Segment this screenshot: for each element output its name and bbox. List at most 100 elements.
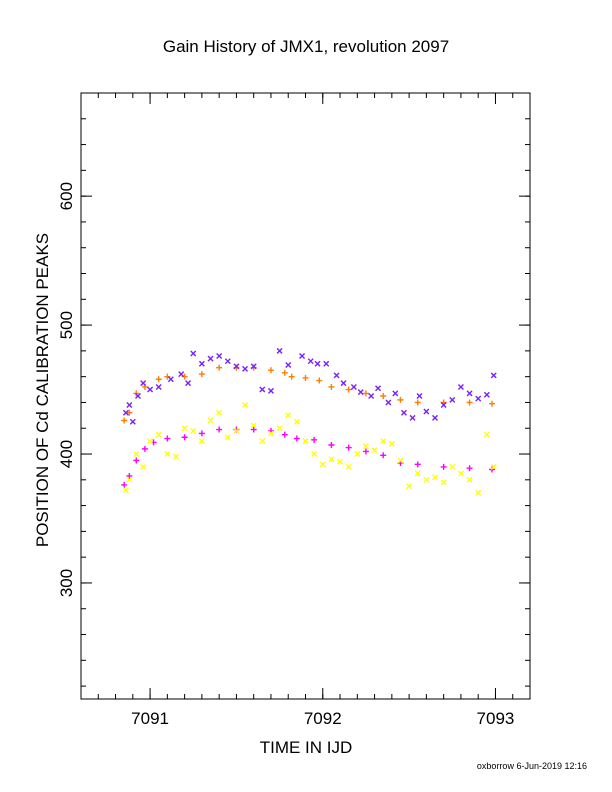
data-point: [134, 393, 141, 399]
data-point: [288, 373, 295, 380]
data-point: [250, 363, 257, 370]
data-point: [285, 362, 292, 369]
data-point: [155, 431, 162, 438]
data-point: [414, 470, 421, 477]
data-point: [155, 383, 162, 390]
y-tick-label: 400: [57, 440, 76, 468]
data-point: [224, 358, 231, 365]
data-point: [181, 434, 188, 441]
data-point: [259, 386, 266, 393]
data-point: [385, 399, 392, 406]
data-point: [345, 444, 352, 451]
data-point: [207, 355, 214, 362]
data-point: [392, 390, 399, 397]
data-point: [416, 393, 423, 399]
tick-labels: 7091 7092 7093 300 400 500 600: [57, 182, 514, 728]
data-point: [397, 396, 404, 403]
data-point: [129, 418, 136, 425]
data-point: [133, 451, 140, 458]
data-point: [414, 399, 421, 406]
data-point: [311, 436, 318, 443]
data-point: [122, 487, 129, 494]
data-point: [397, 457, 404, 464]
data-point: [357, 389, 364, 396]
plot-frame: [80, 92, 531, 700]
data-point: [316, 377, 323, 384]
data-point: [449, 396, 456, 403]
data-point: [164, 435, 171, 442]
data-point: [368, 393, 375, 399]
data-point: [328, 456, 335, 463]
data-point: [354, 451, 361, 458]
data-point: [319, 461, 326, 468]
data-point: [121, 417, 128, 424]
data-point: [375, 385, 382, 392]
data-point: [126, 476, 133, 483]
data-point: [140, 463, 147, 470]
data-point: [207, 417, 214, 424]
data-point: [440, 402, 447, 409]
data-point: [181, 373, 188, 380]
data-point: [147, 386, 154, 393]
data-point: [489, 400, 496, 407]
series-1: [121, 426, 496, 488]
data-point: [126, 409, 133, 416]
series-0: [121, 364, 496, 424]
data-point: [457, 470, 464, 477]
data-point: [362, 448, 369, 455]
data-point: [259, 438, 266, 445]
data-point: [466, 476, 473, 483]
data-point: [307, 358, 314, 365]
data-point: [126, 472, 133, 479]
y-tick-label: 500: [57, 311, 76, 339]
data-point: [198, 371, 205, 378]
data-point: [126, 402, 133, 409]
series-3: [122, 402, 497, 496]
data-point: [350, 383, 357, 390]
y-tick-label: 600: [57, 182, 76, 210]
data-point: [406, 483, 413, 490]
data-point: [141, 445, 148, 452]
chart-title: Gain History of JMX1, revolution 2097: [163, 37, 449, 56]
data-point: [276, 347, 283, 354]
data-point: [457, 383, 464, 390]
data-point: [328, 441, 335, 448]
data-point: [155, 376, 162, 383]
data-point: [178, 371, 185, 378]
data-point: [432, 474, 439, 481]
data-point: [490, 463, 497, 470]
data-point: [198, 430, 205, 437]
data-point: [164, 451, 171, 458]
data-point: [345, 386, 352, 393]
y-tick-label: 300: [57, 569, 76, 597]
data-point: [490, 372, 497, 379]
data-point: [140, 380, 147, 387]
data-point: [328, 383, 335, 390]
data-point: [216, 364, 223, 371]
data-point: [285, 412, 292, 419]
data-point: [216, 353, 223, 360]
data-point: [483, 431, 490, 438]
data-point: [400, 409, 407, 416]
data-point: [224, 434, 231, 441]
data-point: [337, 458, 344, 465]
data-point: [466, 390, 473, 397]
data-point: [293, 418, 300, 425]
data-point: [122, 409, 129, 416]
series-2: [122, 347, 497, 425]
data-point: [250, 426, 257, 433]
data-point: [333, 372, 340, 379]
data-point: [281, 369, 288, 376]
x-tick-label: 7091: [131, 709, 169, 728]
data-point: [440, 479, 447, 486]
data-point: [281, 431, 288, 438]
data-point: [340, 380, 347, 387]
data-point: [302, 438, 309, 445]
data-point: [164, 373, 171, 380]
data-point: [233, 363, 240, 370]
data-point: [250, 422, 257, 429]
footer-stamp: oxborrow 6-Jun-2019 12:16: [477, 761, 587, 771]
data-point: [423, 408, 430, 415]
data-point: [388, 440, 395, 447]
